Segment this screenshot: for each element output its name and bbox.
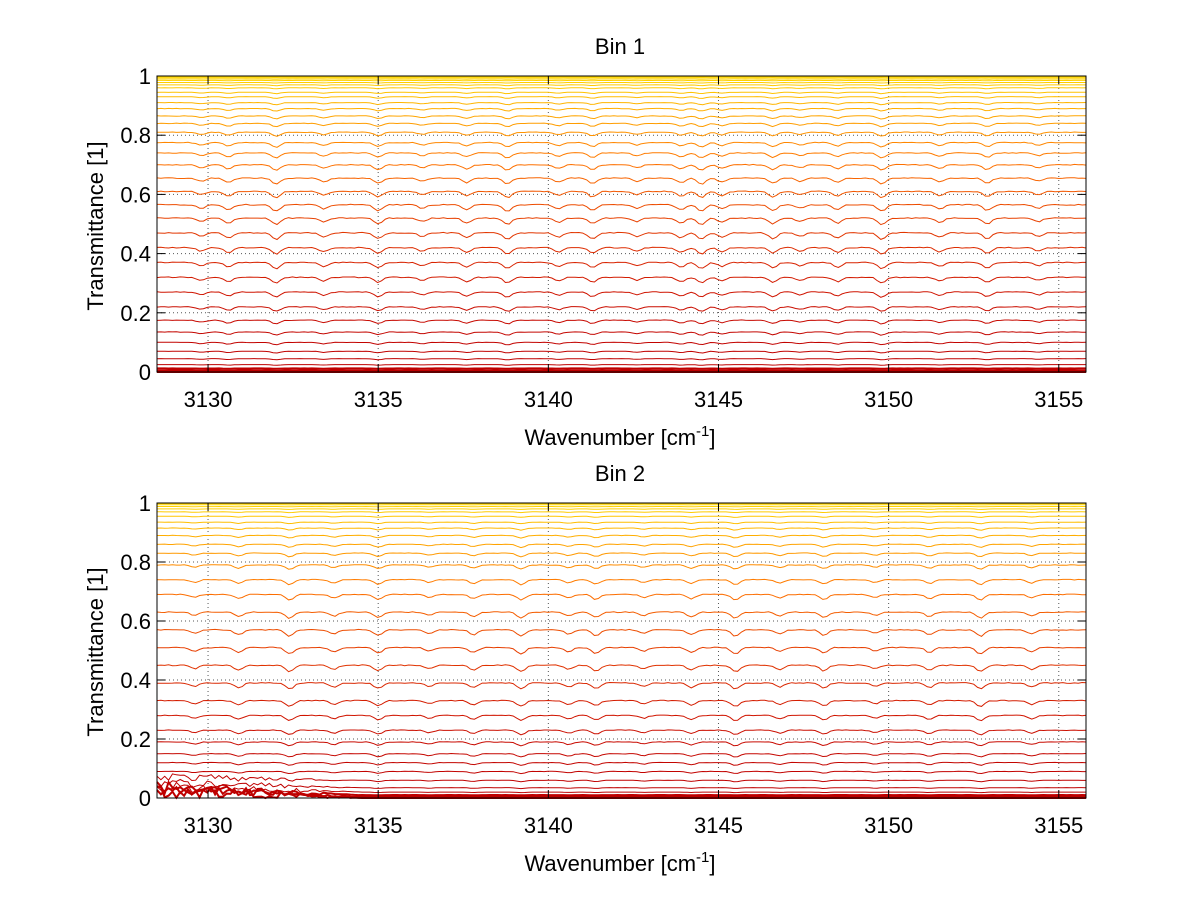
series-line xyxy=(156,778,1087,790)
y-tick-label: 1 xyxy=(139,491,151,516)
y-tick-label: 0.2 xyxy=(120,301,151,326)
bin-2-x-axis-label: Wavenumber [cm-1] xyxy=(524,849,715,876)
series-line xyxy=(156,741,1087,747)
x-tick-label: 3135 xyxy=(354,387,403,412)
y-tick-label: 0.2 xyxy=(120,727,151,752)
bin-2-ticks: 3130 3135 3140 3145 3150 3155 0 0.2 0.4 0.6 0.8 1 xyxy=(120,491,1086,838)
bin-2-y-axis-label: Transmittance [1] xyxy=(83,567,108,736)
series-line xyxy=(157,131,1086,137)
series-line xyxy=(156,646,1086,655)
series-line xyxy=(156,107,1086,112)
bin-2-axes: Bin 2 3130 3135 3140 3145 3150 3155 0 0.2 0.4 0.6… xyxy=(83,461,1087,876)
series-line xyxy=(157,364,1086,366)
y-tick-label: 1 xyxy=(139,64,151,89)
y-tick-label: 0.8 xyxy=(120,123,151,148)
series-line xyxy=(156,115,1086,120)
x-tick-label: 3150 xyxy=(864,813,913,838)
series-line xyxy=(156,231,1087,241)
series-line xyxy=(157,152,1087,159)
series-line xyxy=(157,101,1087,106)
series-line xyxy=(156,729,1087,736)
series-line xyxy=(156,564,1087,570)
series-line xyxy=(157,84,1086,87)
series-line xyxy=(156,276,1087,284)
series-line xyxy=(156,593,1087,601)
x-tick-label: 3130 xyxy=(184,813,233,838)
x-tick-label: 3140 xyxy=(524,387,573,412)
x-tick-label: 3150 xyxy=(864,387,913,412)
series-line xyxy=(156,319,1087,325)
series-line xyxy=(156,714,1087,722)
y-tick-label: 0.8 xyxy=(120,550,151,575)
bin-1-ticks: 3130 3135 3140 3145 3150 3155 0 0.2 0.4 0.6 0.8 1 xyxy=(120,64,1086,412)
series-line xyxy=(156,246,1087,255)
bin-1-title: Bin 1 xyxy=(595,34,645,59)
x-tick-label: 3145 xyxy=(694,813,743,838)
series-line xyxy=(156,217,1087,226)
x-tick-label: 3155 xyxy=(1034,387,1083,412)
series-line xyxy=(157,515,1086,518)
x-tick-label: 3155 xyxy=(1034,813,1083,838)
x-tick-label: 3140 xyxy=(524,813,573,838)
series-line xyxy=(156,628,1087,638)
bin-1-axes: Bin 1 3130 3135 3140 3145 3150 3155 0 0.2 0.4 0.6… xyxy=(83,34,1087,450)
series-line xyxy=(156,261,1086,270)
bin-1-plot-frame xyxy=(156,75,1087,373)
series-line xyxy=(157,681,1087,690)
series-line xyxy=(157,96,1087,100)
series-line xyxy=(157,341,1087,346)
series-line xyxy=(157,511,1087,514)
series-line xyxy=(156,291,1087,298)
series-line xyxy=(157,552,1087,558)
series-line xyxy=(157,761,1087,766)
series-line xyxy=(156,177,1087,185)
series-line xyxy=(156,122,1087,128)
series-line xyxy=(156,664,1087,673)
series-line xyxy=(157,508,1086,510)
x-tick-label: 3145 xyxy=(694,387,743,412)
y-tick-label: 0.4 xyxy=(120,242,151,267)
series-line xyxy=(156,527,1086,531)
bin-2-title: Bin 2 xyxy=(595,461,645,486)
bin-2-plot-frame xyxy=(156,502,1087,799)
series-line xyxy=(157,203,1087,212)
series-line xyxy=(156,306,1087,312)
series-line xyxy=(157,770,1086,775)
y-tick-label: 0 xyxy=(139,786,151,811)
series-line xyxy=(156,331,1086,336)
series-line xyxy=(157,81,1086,84)
series-line xyxy=(156,699,1087,707)
series-line xyxy=(156,141,1087,148)
bin-1-grid xyxy=(157,75,1086,372)
series-line xyxy=(156,781,1086,794)
y-tick-label: 0.6 xyxy=(120,609,151,634)
series-line xyxy=(156,543,1087,549)
series-line xyxy=(157,534,1087,539)
series-line xyxy=(156,611,1087,619)
bin-1-y-axis-label: Transmittance [1] xyxy=(83,141,108,310)
series-line xyxy=(156,780,1087,797)
series-line xyxy=(156,358,1087,361)
series-line xyxy=(156,190,1087,199)
series-line xyxy=(157,350,1086,354)
bin-1-x-axis-label: Wavenumber [cm-1] xyxy=(524,423,715,450)
series-line xyxy=(157,752,1087,758)
x-tick-label: 3130 xyxy=(184,387,233,412)
series-line xyxy=(157,521,1087,525)
y-tick-label: 0.4 xyxy=(120,668,151,693)
series-line xyxy=(157,578,1087,586)
x-tick-label: 3135 xyxy=(354,813,403,838)
y-tick-label: 0 xyxy=(139,360,151,385)
series-line xyxy=(156,87,1087,90)
bin-2-series xyxy=(156,502,1087,800)
bin-1-series xyxy=(156,75,1087,373)
y-tick-label: 0.6 xyxy=(120,182,151,207)
series-line xyxy=(156,773,1086,783)
series-line xyxy=(157,163,1087,171)
series-line xyxy=(156,91,1086,95)
series-line xyxy=(156,785,1086,798)
